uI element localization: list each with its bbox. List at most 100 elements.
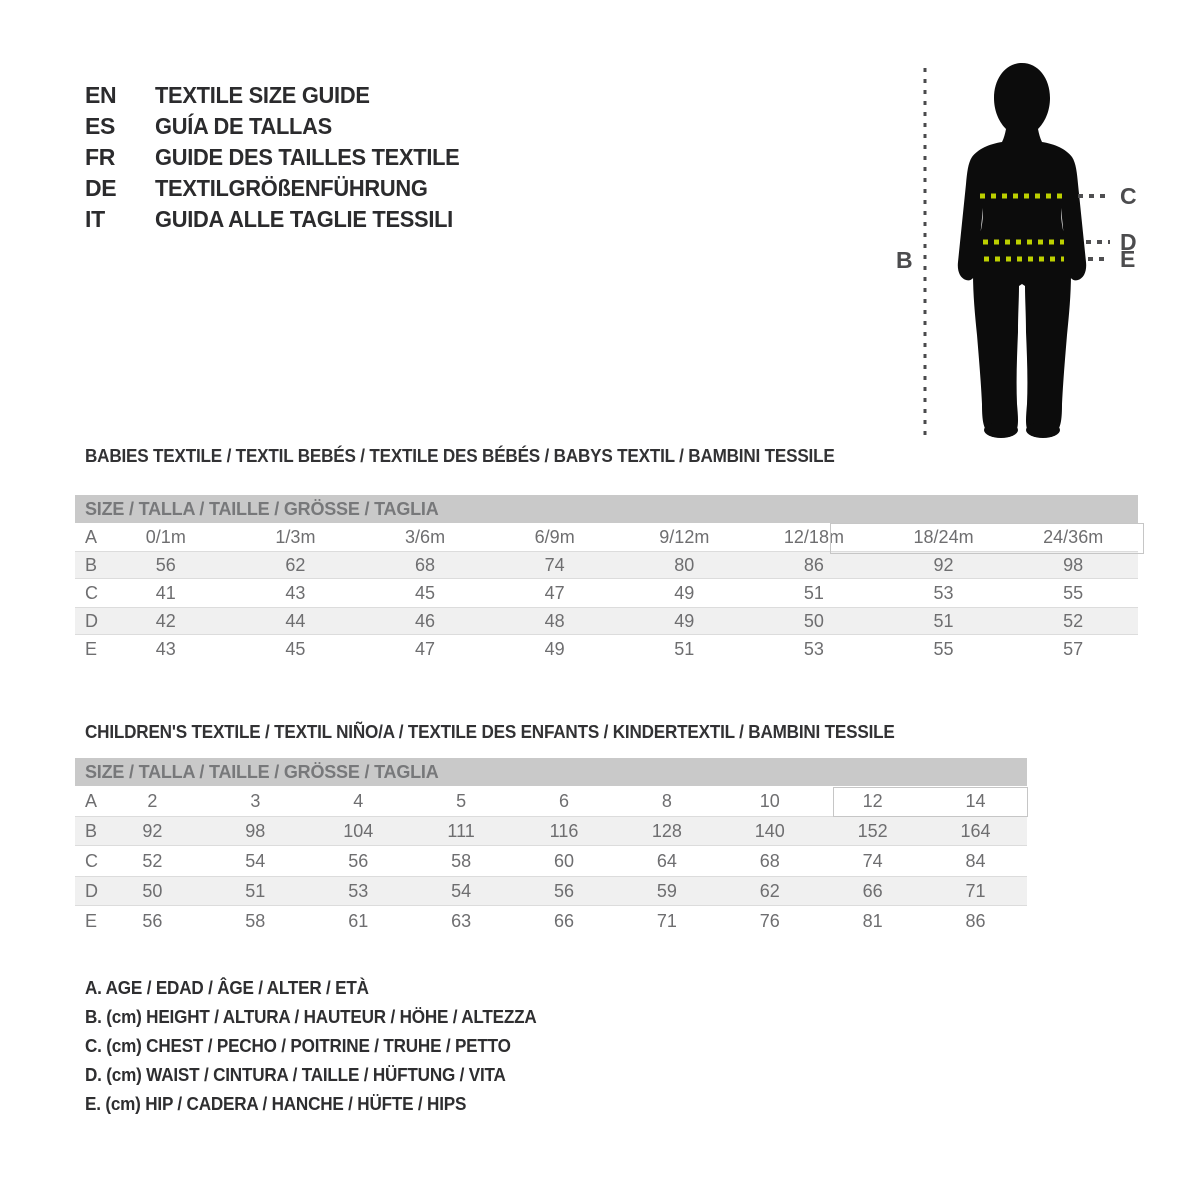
cell-value: 63 [451, 910, 472, 931]
table-row: D 42 44 46 48 49 50 51 52 [75, 607, 1138, 635]
language-header: EN TEXTILE SIZE GUIDE ES GUÍA DE TALLAS … [85, 80, 476, 235]
language-code: DE [85, 175, 117, 201]
cell-value: 46 [415, 610, 436, 631]
language-title: GUIDE DES TAILLES TEXTILE [155, 144, 460, 170]
cell-value: 0/1m [145, 526, 186, 547]
cell-value: 152 [857, 820, 888, 841]
cell-value: 55 [933, 638, 954, 659]
cell-value: 140 [754, 820, 785, 841]
cell-value: 86 [803, 554, 824, 575]
cell-value: 49 [544, 638, 565, 659]
cell-value: 104 [343, 820, 374, 841]
row-label: D [85, 880, 98, 901]
cell-value: 68 [415, 554, 436, 575]
size-header-bar: SIZE / TALLA / TAILLE / GRÖSSE / TAGLIA [75, 758, 1027, 786]
cell-value: 71 [656, 910, 677, 931]
cell-value: 58 [451, 850, 472, 871]
table-row: C 41 43 45 47 49 51 53 55 [75, 579, 1138, 607]
cell-value: 42 [155, 610, 176, 631]
cell-value: 58 [245, 910, 266, 931]
cell-value: 3 [250, 790, 261, 811]
cell-value: 111 [447, 820, 475, 841]
language-title: GUIDA ALLE TAGLIE TESSILI [155, 206, 453, 232]
cell-value: 41 [155, 582, 176, 603]
waist-label: D [1120, 229, 1137, 255]
row-label: B [85, 820, 98, 841]
legend-line-waist: D. (cm) WAIST / CINTURA / TAILLE / HÜFTU… [85, 1065, 506, 1085]
cell-value: 116 [549, 820, 579, 841]
cell-value: 84 [965, 850, 986, 871]
row-label: A [85, 790, 98, 811]
cell-value: 4 [353, 790, 364, 811]
cell-value: 14 [965, 790, 986, 811]
cell-value: 51 [674, 638, 695, 659]
table-row: C 52 54 56 58 60 64 68 74 84 [75, 846, 1027, 876]
language-row: EN TEXTILE SIZE GUIDE [85, 80, 476, 111]
cell-value: 49 [674, 582, 695, 603]
cell-value: 98 [245, 820, 266, 841]
row-label: B [85, 554, 98, 575]
cell-value: 44 [285, 610, 306, 631]
cell-value: 53 [803, 638, 824, 659]
cell-value: 50 [803, 610, 824, 631]
cell-value: 56 [553, 880, 574, 901]
cell-value: 92 [933, 554, 954, 575]
cell-value: 47 [415, 638, 436, 659]
cell-value: 52 [1063, 610, 1084, 631]
cell-value: 60 [553, 850, 574, 871]
cell-value: 92 [142, 820, 163, 841]
babies-size-table: SIZE / TALLA / TAILLE / GRÖSSE / TAGLIA … [75, 495, 1138, 663]
cell-value: 56 [155, 554, 176, 575]
legend-line-height: B. (cm) HEIGHT / ALTURA / HAUTEUR / HÖHE… [85, 1007, 537, 1027]
cell-value: 43 [285, 582, 306, 603]
children-table-rows: A 2 3 4 5 6 8 10 12 14 B 92 98 104 111 116 128 140 152 164 C… [75, 786, 1027, 936]
table-row: D 50 51 53 54 56 59 62 66 71 [75, 876, 1027, 906]
cell-value: 53 [348, 880, 369, 901]
cell-value: 62 [285, 554, 306, 575]
measurement-figure: B C D E [880, 50, 1170, 450]
cell-value: 66 [553, 910, 574, 931]
language-code: ES [85, 113, 116, 139]
cell-value: 55 [1063, 582, 1084, 603]
language-title: TEXTILGRÖßENFÜHRUNG [155, 175, 428, 201]
row-label: E [85, 638, 98, 659]
legend-line-chest: C. (cm) CHEST / PECHO / POITRINE / TRUHE… [85, 1036, 511, 1056]
cell-value: 74 [862, 850, 883, 871]
cell-value: 54 [245, 850, 266, 871]
height-label: B [896, 247, 913, 273]
table-row: A 0/1m 1/3m 3/6m 6/9m 9/12m 12/18m 18/24m 24/36m [75, 523, 1138, 551]
cell-value: 18/24m [913, 526, 974, 547]
cell-value: 3/6m [405, 526, 446, 547]
cell-value: 56 [142, 910, 163, 931]
cell-value: 51 [245, 880, 266, 901]
cell-value: 61 [348, 910, 369, 931]
cell-value: 74 [544, 554, 565, 575]
table-row: B 56 62 68 74 80 86 92 98 [75, 551, 1138, 579]
cell-value: 164 [960, 820, 991, 841]
cell-value: 66 [862, 880, 883, 901]
cell-value: 9/12m [659, 526, 710, 547]
cell-value: 62 [759, 880, 780, 901]
cell-value: 49 [674, 610, 695, 631]
cell-value: 76 [759, 910, 780, 931]
cell-value: 43 [155, 638, 176, 659]
language-title: TEXTILE SIZE GUIDE [155, 82, 370, 108]
cell-value: 98 [1063, 554, 1084, 575]
cell-value: 51 [933, 610, 954, 631]
cell-value: 80 [674, 554, 695, 575]
cell-value: 52 [142, 850, 163, 871]
row-label: E [85, 910, 98, 931]
table-row: A 2 3 4 5 6 8 10 12 14 [75, 786, 1027, 816]
cell-value: 53 [933, 582, 954, 603]
language-code: IT [85, 206, 105, 232]
table-row: E 43 45 47 49 51 53 55 57 [75, 635, 1138, 663]
babies-table-rows: A 0/1m 1/3m 3/6m 6/9m 9/12m 12/18m 18/24m 24/36m… [75, 523, 1138, 663]
cell-value: 12 [862, 790, 883, 811]
cell-value: 71 [965, 880, 986, 901]
cell-value: 51 [803, 582, 824, 603]
language-row: DE TEXTILGRÖßENFÜHRUNG [85, 173, 476, 204]
child-silhouette-icon: B C D E [896, 63, 1137, 438]
cell-value: 1/3m [275, 526, 316, 547]
cell-value: 12/18m [783, 526, 844, 547]
